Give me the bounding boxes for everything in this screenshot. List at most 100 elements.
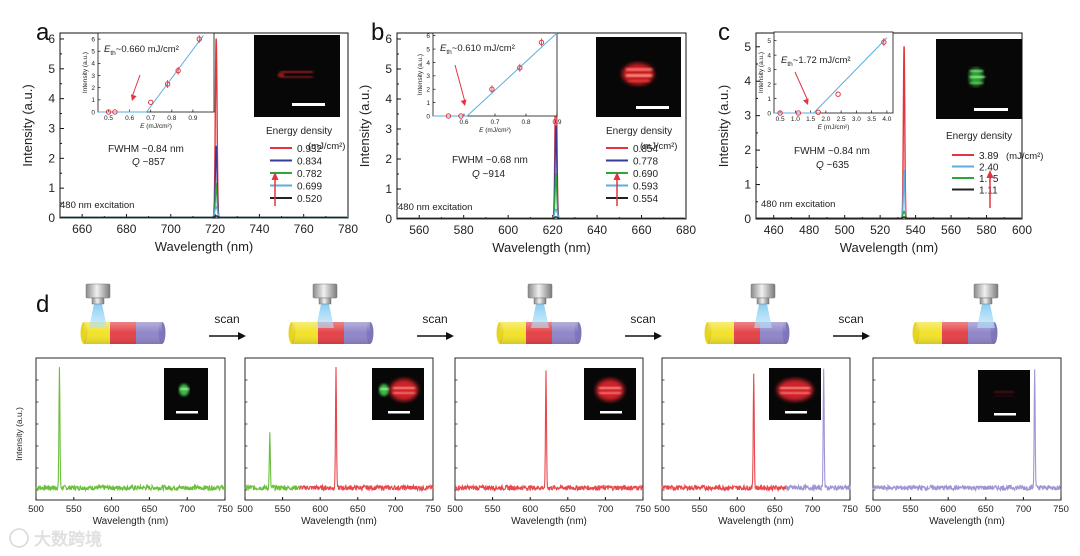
laser-beam [977,304,995,328]
y-tick-label-a: 4 [48,92,55,106]
y-tick-label-a: 3 [48,121,55,135]
y-tick-label-b: 6 [385,32,392,46]
scale-bar-a [292,103,325,106]
scan-spectrum-5: 500 550 600 650 700 750 Wavelength (nm) [865,357,1069,527]
spectrum-line-a-0.520 [60,215,347,219]
inset-x-tick-label-a: 0.9 [188,115,197,122]
scan-x-tick-label: 500 [28,504,44,515]
scan-frame [244,357,434,501]
threshold-arrowhead-b [460,99,467,106]
scan-x-tick-label: 700 [597,504,613,515]
x-tick-label-c: 500 [835,223,855,237]
scan-spectrum-3: 500 550 600 650 700 750 Wavelength (nm) [447,357,651,527]
legend-label-a-0.782: 0.782 [297,169,322,180]
objective-tip-icon [318,297,332,305]
inset-point-c [835,91,841,97]
nanowire-sketch-4 [704,283,790,344]
inset-y-tick-label-a: 2 [91,85,95,92]
inset-y-tick-label-b: 2 [426,87,430,94]
red-emission [777,379,813,401]
inset-point-b [445,113,452,119]
inset-y-tick-label-c: 1 [767,96,771,103]
y-tick-label-a: 2 [48,151,55,165]
y-axis-label-a: Intensity (a.u.) [20,84,35,166]
y-tick-label-c: 2 [744,143,751,157]
inset-x-tick-label-a: 0.7 [146,115,155,122]
panel-letter-d: d [36,291,49,318]
scan-x-tick-label: 600 [312,504,328,515]
x-tick-label-b: 680 [676,223,696,237]
legend-label-b-0.778: 0.778 [633,157,658,168]
excitation-label-b: 480 nm excitation [398,202,472,213]
scan-x-tick-label: 550 [692,504,708,515]
panel-d: scan scan scan scan 500 550 600 650 700 750 Wavel… [14,283,1069,527]
legend-label-b-0.690: 0.690 [633,169,658,180]
inset-y-axis-label-a: Intensity (a.u.) [82,52,89,93]
y-tick-label-b: 4 [385,92,392,106]
threshold-inset-a: 0.5 0.6 0.7 0.8 0.9 0 1 2 3 4 5 6 E (mJ/cm²) Intensit… [82,32,215,130]
inset-point-a [112,109,118,115]
green-emission-line [380,388,389,390]
scan-x-axis-label: Wavelength (nm) [511,516,587,527]
inset-x-axis-label-a: E (mJ/cm²) [140,123,172,130]
inset-frame-b [432,32,558,117]
faint-emission [994,395,1014,397]
inset-point-a [105,109,112,115]
legend-label-a-0.520: 0.520 [297,194,322,205]
inset-x-tick-label-b: 0.6 [459,119,468,126]
faint-emission [994,391,1014,393]
inset-point-a [164,81,171,87]
x-tick-label-a: 680 [116,222,136,236]
scan-x-tick-label: 700 [804,504,820,515]
threshold-arrowhead-a [130,94,137,101]
x-tick-label-c: 520 [870,223,890,237]
x-tick-label-b: 560 [409,223,429,237]
scan-x-tick-label: 700 [179,504,195,515]
inset-point-a [148,99,154,105]
legend-c: 3.892.401.751.11 (mJ/cm²) [952,151,1043,197]
scan-x-axis-label: Wavelength (nm) [93,516,169,527]
legend-label-a-0.699: 0.699 [297,182,322,193]
legend-title-a: Energy density [266,126,332,137]
scan-schematics: scan scan scan scan [80,283,999,344]
x-tick-label-c: 480 [799,223,819,237]
legend-label-c-1.11: 1.11 [979,186,998,197]
inset-y-tick-label-a: 6 [91,36,95,43]
x-tick-label-a: 660 [72,222,92,236]
panel-c: 460 480 500 520 540 560 580 600012345Wavelength… [716,31,1043,255]
inset-x-tick-label-c: 1.5 [806,116,815,123]
objective-tip-icon [533,297,547,305]
inset-frame-c [773,31,894,114]
inset-y-axis-label-c: Intensity (a.u.) [758,52,765,93]
scan-spectrum-2: 500 550 600 650 700 750 Wavelength (nm) [237,357,441,527]
scan-x-tick-label: 650 [141,504,157,515]
legend-label-c-1.75: 1.75 [979,174,999,185]
scan-x-tick-label: 750 [425,504,441,515]
laser-beam [754,304,772,328]
red-emission-line [393,387,415,389]
watermark: 大数跨境 [9,528,102,549]
y-axis-label-b: Intensity (a.u.) [357,85,372,167]
threshold-inset-c: 0.5 1.0 1.5 2.0 2.5 3.0 3.5 4.0 0 1 2 3 4 5 E (mJ/cm²)… [758,31,894,131]
scan-x-tick-label: 550 [66,504,82,515]
scan-label: scan [630,312,655,326]
scan-label: scan [838,312,863,326]
scan-spectrum-line [298,366,434,493]
inset-point-a [175,67,181,74]
inset-point-b [517,65,523,71]
legend-label-b-0.854: 0.854 [633,144,658,155]
inset-x-tick-label-c: 3.5 [867,116,876,123]
red-emission-line [599,392,621,394]
inset-x-tick-label-a: 0.6 [125,115,134,122]
scan-spectrum-4: 500 550 600 650 700 750 Wavelength (nm) [654,357,858,527]
x-tick-label-c: 600 [1012,223,1032,237]
scan-x-tick-label: 650 [350,504,366,515]
scan-micrograph-2 [372,368,424,420]
scan-micrograph-1 [164,368,208,420]
inset-y-tick-label-a: 0 [91,109,95,116]
q-label-b: Q ~914 [472,169,506,180]
scan-arrowhead-icon [238,332,246,340]
